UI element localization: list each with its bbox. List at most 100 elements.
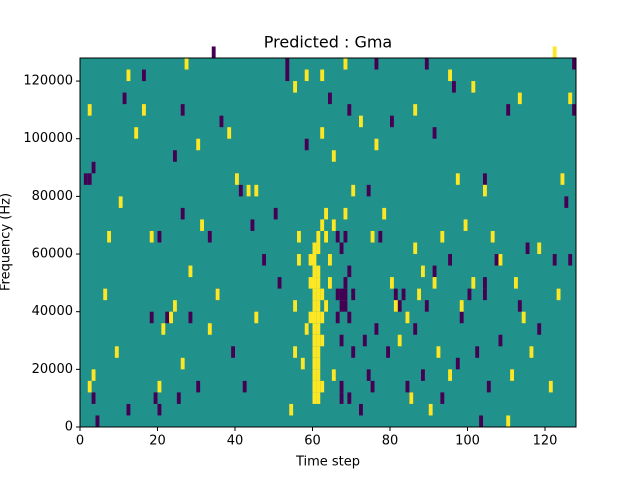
cell bbox=[421, 265, 425, 278]
cell bbox=[343, 288, 348, 301]
cell bbox=[537, 323, 542, 335]
cell bbox=[339, 288, 344, 301]
cell bbox=[196, 380, 201, 393]
cell bbox=[471, 81, 476, 93]
cell bbox=[432, 265, 437, 278]
cell bbox=[316, 346, 321, 358]
cell bbox=[293, 81, 297, 93]
cell bbox=[440, 230, 445, 243]
x-tick-label: 40 bbox=[227, 434, 244, 449]
cell bbox=[134, 127, 139, 139]
cell bbox=[483, 288, 487, 301]
cell bbox=[455, 357, 460, 370]
x-tick-label: 0 bbox=[76, 434, 84, 449]
cell bbox=[335, 311, 340, 324]
x-tick-label: 100 bbox=[455, 434, 480, 449]
cell bbox=[405, 380, 410, 393]
cell bbox=[370, 230, 375, 243]
cell bbox=[142, 69, 146, 82]
cell bbox=[448, 369, 452, 381]
cell bbox=[506, 415, 511, 427]
cell bbox=[87, 104, 92, 116]
cell bbox=[529, 346, 534, 358]
cell bbox=[180, 207, 185, 220]
cell bbox=[366, 369, 371, 381]
cell bbox=[312, 357, 317, 370]
cell bbox=[339, 242, 344, 255]
cell bbox=[432, 127, 437, 139]
y-tick-label: 40000 bbox=[32, 304, 73, 319]
cell bbox=[293, 346, 297, 358]
cell bbox=[320, 380, 325, 393]
x-tick-label: 80 bbox=[382, 434, 399, 449]
cell bbox=[312, 288, 317, 301]
cell bbox=[382, 207, 387, 220]
cell bbox=[207, 323, 212, 335]
cell bbox=[312, 323, 317, 335]
cell bbox=[374, 323, 379, 335]
x-tick-label: 120 bbox=[533, 434, 558, 449]
cell bbox=[459, 311, 464, 324]
cell bbox=[343, 207, 348, 220]
cell bbox=[118, 196, 123, 208]
cell bbox=[386, 346, 390, 358]
cell bbox=[498, 334, 503, 347]
cell bbox=[312, 242, 317, 255]
cell bbox=[320, 288, 325, 301]
chart-title: Predicted : Gma bbox=[264, 33, 392, 52]
cell bbox=[169, 311, 173, 324]
cell bbox=[316, 380, 321, 393]
y-tick-label: 20000 bbox=[32, 362, 73, 377]
cell bbox=[510, 369, 514, 381]
heatmap bbox=[80, 46, 576, 427]
cell bbox=[312, 254, 317, 266]
cell bbox=[238, 184, 243, 197]
cell bbox=[475, 346, 480, 358]
cell bbox=[316, 265, 321, 278]
cell bbox=[304, 138, 309, 151]
cell bbox=[359, 115, 363, 128]
cell bbox=[362, 334, 367, 347]
cell bbox=[308, 254, 313, 266]
cell bbox=[312, 277, 317, 289]
x-axis-label: Time step bbox=[295, 455, 360, 470]
cell bbox=[273, 207, 278, 220]
cell bbox=[254, 184, 259, 197]
y-tick-label: 0 bbox=[65, 420, 73, 435]
cell bbox=[250, 219, 255, 231]
cell bbox=[328, 254, 332, 266]
cell bbox=[560, 173, 565, 185]
cell bbox=[312, 300, 317, 312]
cell bbox=[517, 300, 522, 312]
cell bbox=[351, 346, 356, 358]
cell bbox=[374, 58, 379, 70]
cell bbox=[312, 369, 317, 381]
cell bbox=[176, 392, 181, 404]
cell bbox=[312, 392, 317, 404]
cell bbox=[312, 380, 317, 393]
cell bbox=[297, 254, 301, 266]
cell bbox=[393, 300, 398, 312]
cell bbox=[184, 58, 189, 70]
cell bbox=[448, 254, 452, 266]
cell bbox=[285, 69, 290, 82]
cell bbox=[316, 230, 321, 243]
cell bbox=[304, 69, 309, 82]
cell bbox=[308, 311, 313, 324]
cell bbox=[103, 288, 108, 301]
y-axis-label: Frequency (Hz) bbox=[0, 193, 14, 291]
cell bbox=[180, 104, 185, 116]
cell bbox=[424, 300, 429, 312]
cell bbox=[324, 300, 328, 312]
cell bbox=[568, 254, 573, 266]
cell bbox=[157, 403, 162, 416]
cell bbox=[494, 254, 499, 266]
x-tick-label: 60 bbox=[304, 434, 321, 449]
cell bbox=[421, 369, 425, 381]
y-tick-label: 100000 bbox=[23, 131, 73, 146]
cell bbox=[521, 311, 526, 324]
cell bbox=[370, 380, 375, 393]
cell bbox=[452, 81, 456, 93]
cell bbox=[556, 288, 561, 301]
cell bbox=[490, 230, 495, 243]
